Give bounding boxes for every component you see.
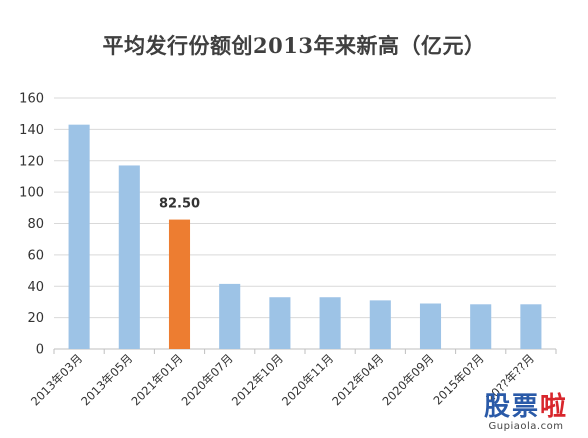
y-tick-label: 60 xyxy=(27,248,44,263)
bar xyxy=(68,124,90,349)
x-tick-label: 2021年01月 xyxy=(128,351,185,408)
chart-title: 平均发行份额创2013年来新高（亿元） xyxy=(102,33,486,58)
data-label: 82.50 xyxy=(159,197,200,212)
y-tick-label: 100 xyxy=(19,186,44,201)
bar xyxy=(319,297,341,349)
y-tick-label: 40 xyxy=(27,280,44,295)
bar xyxy=(168,219,191,349)
y-tick-label: 140 xyxy=(19,123,44,138)
watermark-url: Gupiaola.com xyxy=(488,421,564,432)
y-tick-label: 0 xyxy=(36,343,44,358)
y-tick-label: 80 xyxy=(27,217,44,232)
x-tick-label: 2013年03月 xyxy=(28,351,85,408)
bar xyxy=(369,300,391,349)
bar xyxy=(419,303,442,349)
x-tick-label: 2012年10月 xyxy=(229,351,286,408)
x-tick-label: 2020年09月 xyxy=(379,351,436,408)
bar xyxy=(118,165,140,349)
x-tick-label: 2013年05月 xyxy=(78,351,135,408)
y-tick-label: 120 xyxy=(19,154,44,169)
watermark-char-3: 啦 xyxy=(540,392,569,422)
x-tick-label: 2020年07月 xyxy=(179,351,236,408)
bar xyxy=(470,304,492,349)
x-tick-label: 2020年11月 xyxy=(279,351,336,408)
bar xyxy=(520,304,542,349)
watermark-char-1: 股 xyxy=(483,392,512,422)
y-tick-label: 20 xyxy=(27,311,44,326)
watermark-char-2: 票 xyxy=(511,392,540,422)
bar xyxy=(269,297,291,349)
watermark-logo: 股票啦 Gupiaola.com xyxy=(470,393,582,432)
y-tick-label: 160 xyxy=(19,92,44,107)
bar xyxy=(219,283,241,349)
x-tick-label: 2012年04月 xyxy=(329,351,386,408)
